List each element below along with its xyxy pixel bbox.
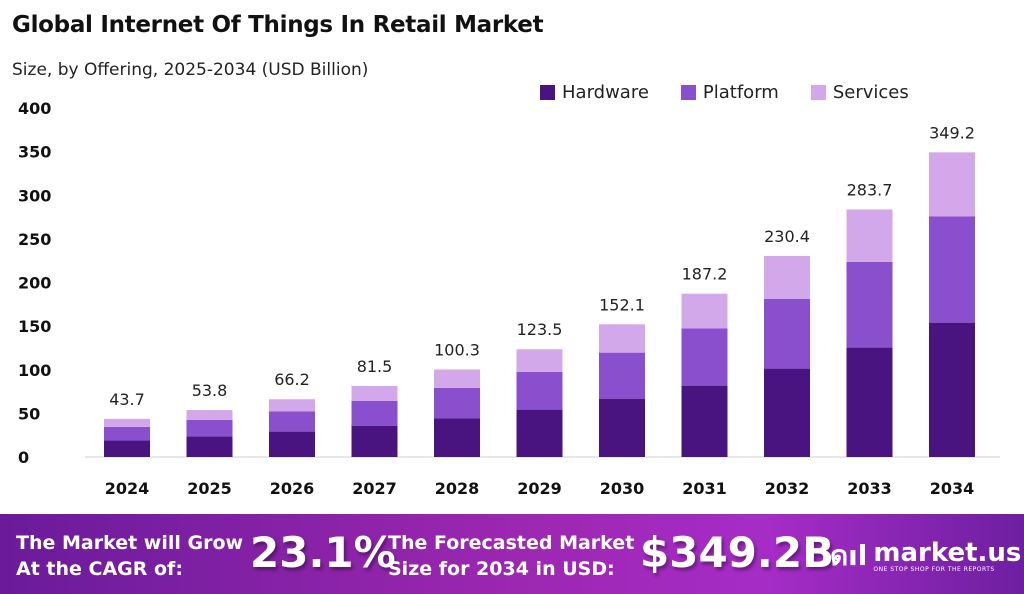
data-label: 43.7: [109, 390, 145, 409]
bar-segment-hardware: [269, 431, 315, 457]
cagr-label: The Market will Grow At the CAGR of:: [16, 532, 244, 580]
x-tick-label: 2026: [270, 479, 315, 498]
legend-swatch: [810, 85, 826, 100]
y-tick-label: 100: [18, 361, 51, 380]
data-label: 81.5: [357, 357, 393, 376]
data-label: 283.7: [847, 180, 893, 199]
x-tick-label: 2032: [765, 479, 810, 498]
data-label: 53.8: [192, 381, 228, 400]
legend-swatch: [540, 85, 555, 100]
bar-segment-services: [929, 152, 975, 217]
bar-segment-platform: [269, 411, 315, 432]
x-tick-label: 2028: [435, 479, 480, 498]
bar-segment-hardware: [516, 409, 563, 457]
bar-segment-services: [681, 293, 728, 329]
y-tick-label: 250: [18, 230, 51, 249]
data-label: 66.2: [274, 370, 310, 389]
y-tick-label: 50: [18, 404, 40, 423]
chart-subtitle: Size, by Offering, 2025-2034 (USD Billio…: [12, 60, 369, 80]
bar-segment-services: [516, 349, 563, 372]
footer-banner: The Market will Grow At the CAGR of: 23.1…: [0, 514, 1024, 594]
bar-segment-platform: [681, 328, 728, 386]
y-tick-label: 0: [18, 448, 29, 467]
forecast-value: $349.2B: [640, 528, 835, 577]
bar-segment-hardware: [764, 368, 810, 457]
bar-segment-services: [764, 255, 810, 299]
bar-segment-platform: [104, 426, 150, 441]
bar-segment-hardware: [351, 425, 398, 457]
x-tick-label: 2031: [682, 479, 727, 498]
bar-segment-hardware: [846, 347, 893, 457]
bar-segment-services: [434, 369, 480, 388]
bar-segment-platform: [186, 419, 233, 437]
legend: Hardware Platform Services: [540, 82, 941, 103]
data-label: 187.2: [682, 265, 728, 284]
bar-segment-services: [599, 324, 645, 353]
bar-segment-services: [269, 399, 315, 412]
bar-segment-services: [846, 209, 893, 262]
bar-segment-hardware: [186, 436, 233, 457]
y-tick-label: 150: [18, 317, 51, 336]
bar-segment-hardware: [599, 398, 645, 457]
y-tick-label: 350: [18, 143, 51, 162]
bar-segment-hardware: [104, 440, 150, 457]
chart-title: Global Internet Of Things In Retail Mark…: [12, 12, 544, 38]
x-tick-label: 2027: [352, 479, 397, 498]
market-us-logo: ดıl market.us ONE STOP SHOP FOR THE REPOR…: [830, 534, 1021, 578]
data-label: 349.2: [929, 123, 975, 142]
legend-item-hardware: Hardware: [540, 82, 649, 103]
bar-segment-services: [104, 418, 150, 427]
bar-segment-hardware: [929, 322, 975, 457]
legend-item-services: Services: [810, 82, 909, 103]
bar-segment-platform: [929, 216, 975, 323]
bar-segment-platform: [516, 371, 563, 410]
data-label: 100.3: [434, 340, 480, 359]
data-label: 123.5: [517, 320, 563, 339]
bar-segment-services: [351, 385, 398, 401]
data-label: 230.4: [764, 227, 810, 246]
bar-segment-hardware: [434, 418, 480, 457]
bar-segment-services: [186, 410, 233, 420]
y-tick-label: 300: [18, 186, 51, 205]
data-label: 152.1: [599, 295, 645, 314]
cagr-value: 23.1%: [250, 528, 396, 577]
bar-segment-hardware: [681, 385, 728, 457]
bar-segment-platform: [351, 400, 398, 426]
legend-item-platform: Platform: [680, 82, 779, 103]
legend-label: Hardware: [562, 82, 649, 103]
bar-segment-platform: [846, 261, 893, 348]
bar-chart: 0 50 100 150 200 250 300 350 400 43.7 2024 53.8 2025…: [18, 99, 1000, 498]
legend-label: Services: [832, 82, 909, 103]
bar-segment-platform: [599, 352, 645, 399]
legend-swatch: [680, 85, 696, 100]
x-tick-label: 2025: [187, 479, 232, 498]
x-tick-label: 2030: [600, 479, 645, 498]
x-tick-label: 2029: [517, 479, 562, 498]
y-tick-label: 200: [18, 274, 51, 293]
x-tick-label: 2024: [105, 479, 150, 498]
legend-label: Platform: [702, 82, 779, 103]
x-tick-label: 2033: [847, 479, 892, 498]
logo-icon: ดıl: [830, 539, 868, 572]
bar-segment-platform: [764, 298, 810, 369]
forecast-label: The Forecasted Market Size for 2034 in US…: [388, 532, 635, 580]
bar-segment-platform: [434, 387, 480, 419]
y-tick-label: 400: [18, 99, 51, 118]
x-tick-label: 2034: [930, 479, 975, 498]
